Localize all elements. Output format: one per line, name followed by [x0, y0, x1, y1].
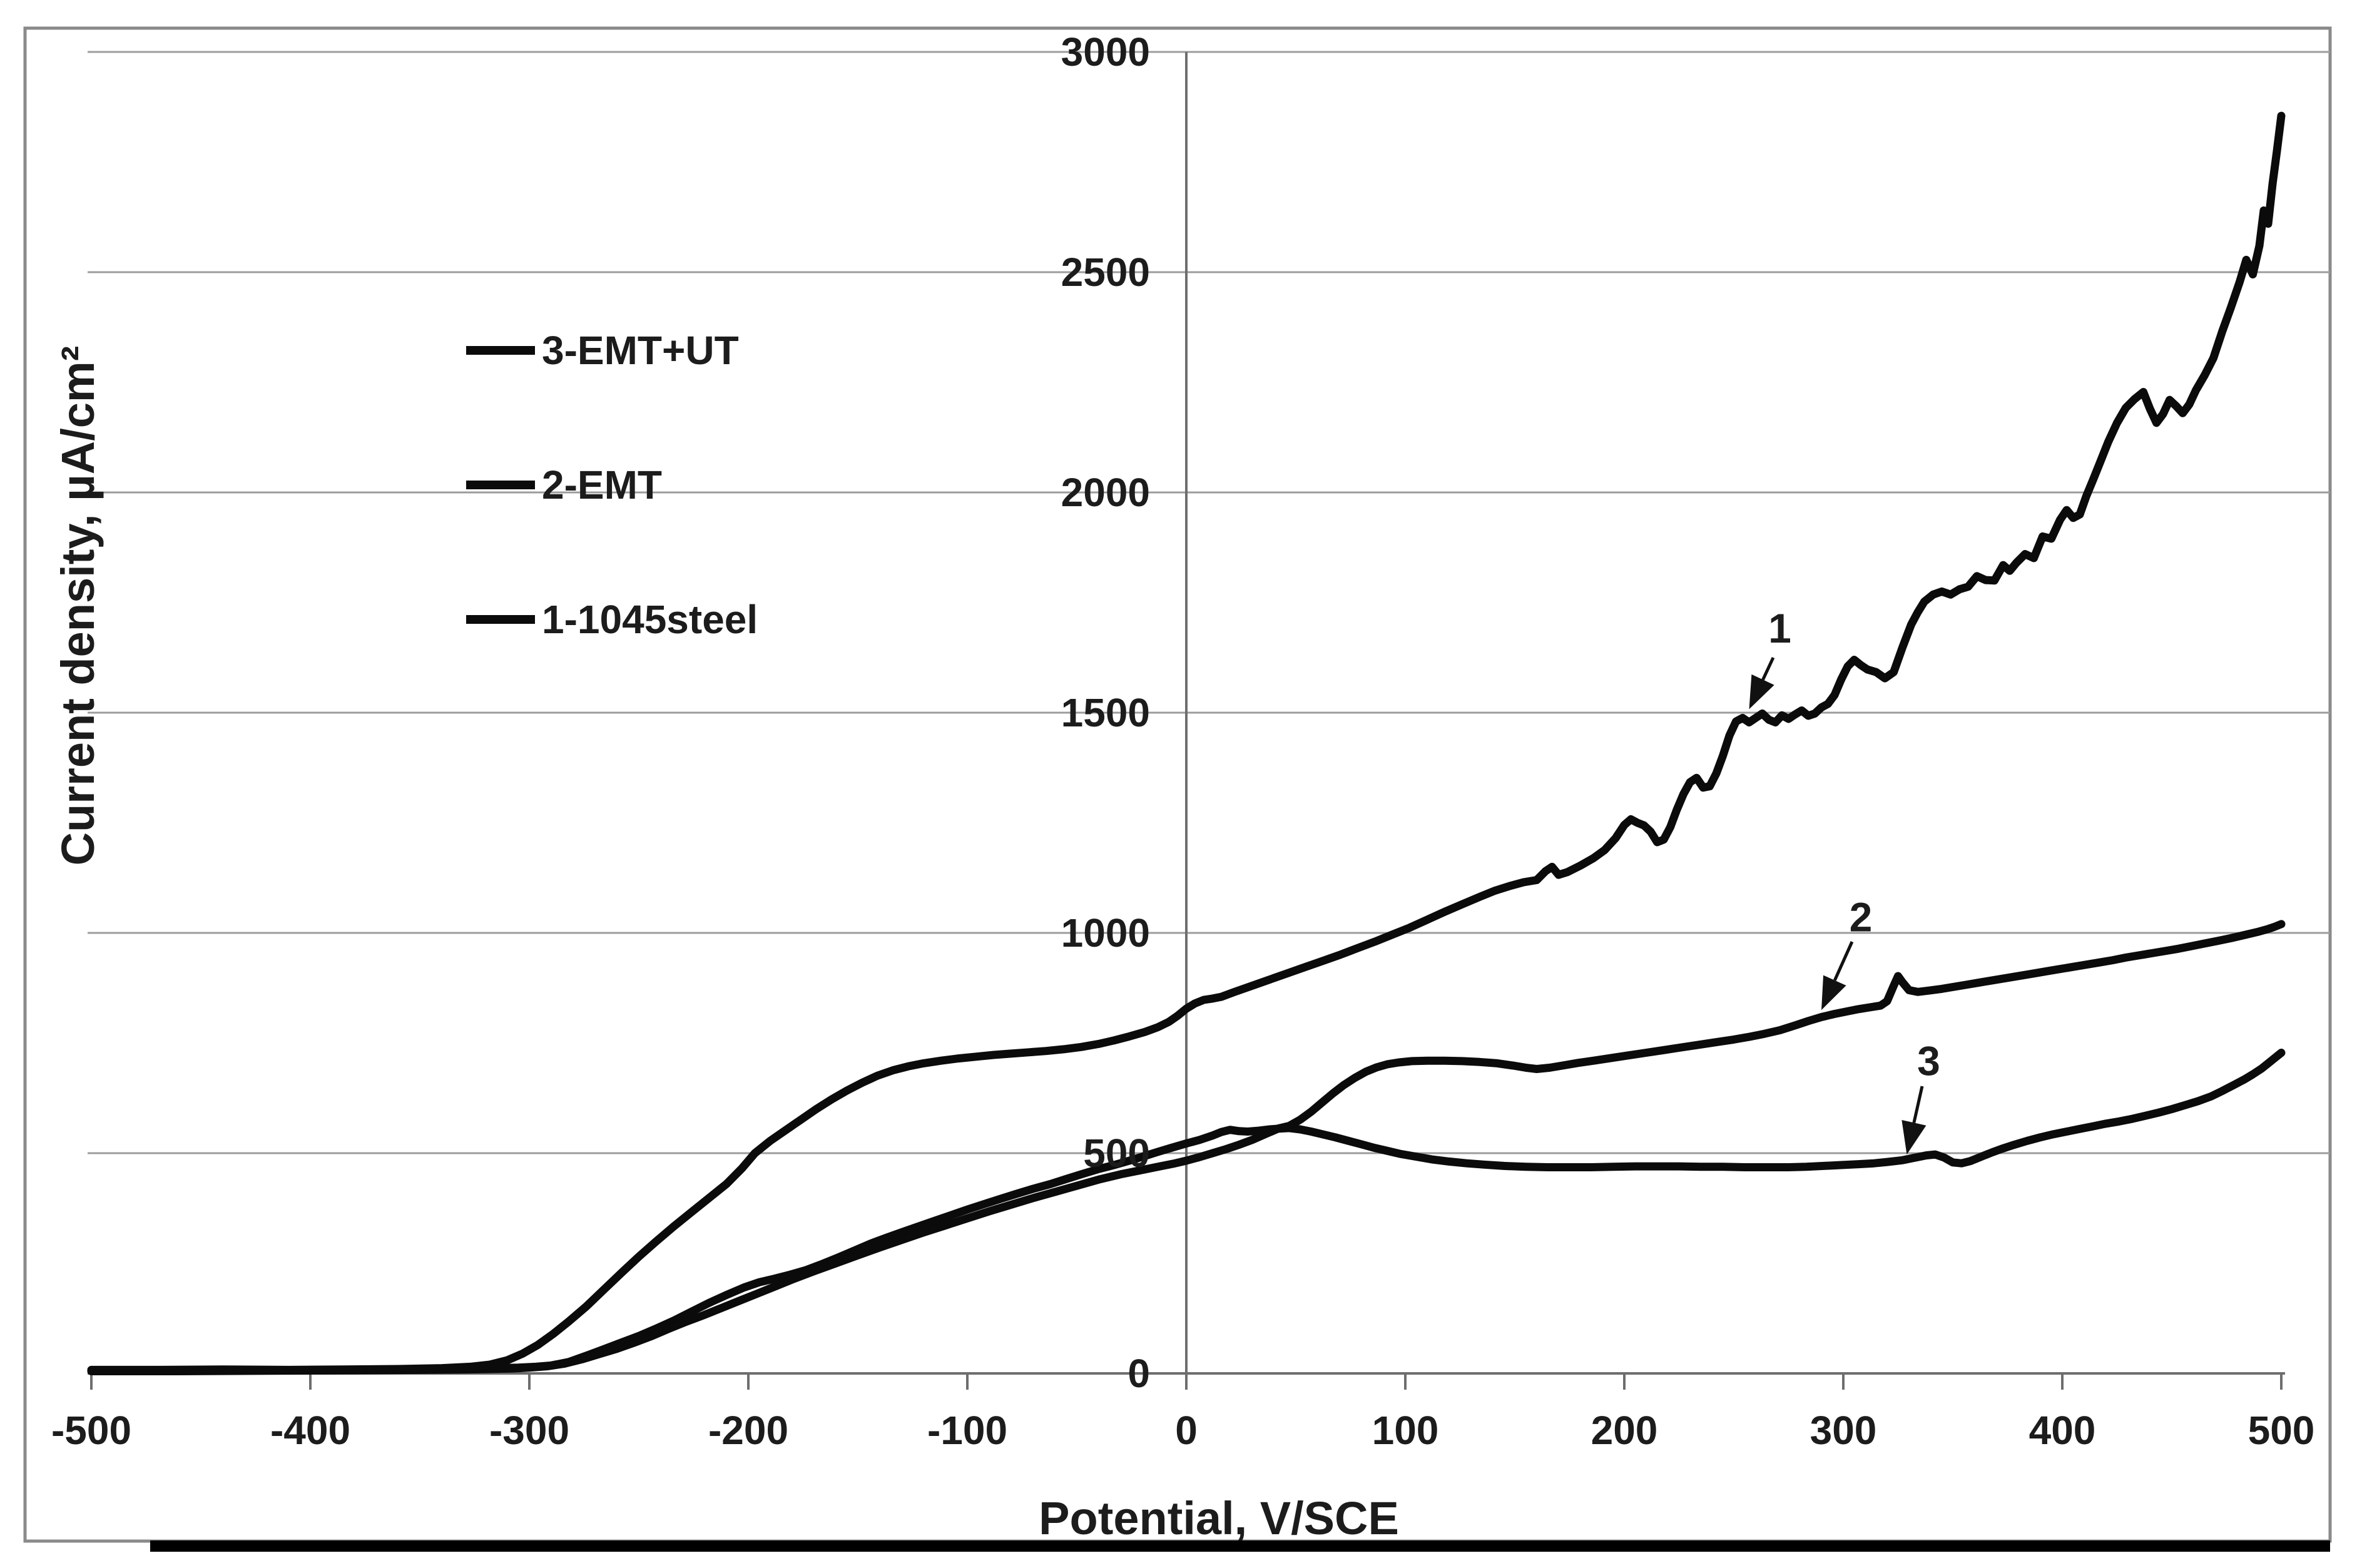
annotation-arrow-line: [1912, 1086, 1924, 1123]
legend-item-2-EMT: 2-EMT: [466, 462, 662, 507]
x-tick-label-500: 500: [2248, 1408, 2315, 1453]
y-tick-label-3000: 3000: [1061, 29, 1150, 74]
annotation-arrow-line: [1761, 656, 1775, 681]
annotation-2: 2: [1821, 893, 1873, 1011]
legend: 3-EMT+UT 2-EMT 1-1045steel: [466, 328, 758, 642]
curve-3-EMT+UT: [87, 1049, 2286, 1375]
annotation-label: 1: [1768, 605, 1791, 651]
legend-label: 3-EMT+UT: [542, 328, 739, 373]
annotation-arrowhead: [1749, 674, 1774, 710]
y-tick-label-500: 500: [1083, 1131, 1150, 1176]
y-axis-title: Current density, µA/cm²: [52, 346, 104, 866]
x-tick-label--500: -500: [51, 1408, 131, 1453]
y-tick-label-1500: 1500: [1061, 690, 1150, 735]
curve-1-1045steel: [87, 111, 2286, 1374]
x-tick-label-300: 300: [1810, 1408, 1877, 1453]
legend-item-1-1045steel: 1-1045steel: [466, 597, 758, 642]
x-tick-label-100: 100: [1372, 1408, 1439, 1453]
data-curves: [87, 111, 2286, 1375]
x-tick-label-0: 0: [1175, 1408, 1198, 1453]
gridlines: [88, 51, 2330, 1154]
annotation-label: 3: [1917, 1038, 1940, 1084]
annotation-arrow-line: [1833, 941, 1854, 981]
y-tick-label-1000: 1000: [1061, 910, 1150, 955]
x-axis-title: Potential, V/SCE: [1039, 1492, 1399, 1544]
bottom-black-bar: [150, 1540, 2330, 1552]
x-tick-label--300: -300: [489, 1408, 569, 1453]
legend-item-3-EMT+UT: 3-EMT+UT: [466, 328, 739, 373]
x-tick-label-200: 200: [1591, 1408, 1658, 1453]
y-tick-label-2000: 2000: [1061, 470, 1150, 515]
y-tick-label-0: 0: [1128, 1351, 1150, 1396]
x-tick-label--100: -100: [927, 1408, 1007, 1453]
x-tick-label--200: -200: [708, 1408, 788, 1453]
annotation-arrowhead: [1901, 1119, 1927, 1155]
y-tick-label-2500: 2500: [1061, 250, 1150, 295]
legend-label: 2-EMT: [542, 462, 662, 507]
annotation-3: 3: [1901, 1038, 1940, 1155]
x-tick-label-400: 400: [2029, 1408, 2096, 1453]
legend-label: 1-1045steel: [542, 597, 758, 642]
x-tick-label--400: -400: [270, 1408, 350, 1453]
annotation-arrowhead: [1821, 975, 1846, 1011]
annotation-1: 1: [1749, 605, 1791, 710]
annotation-label: 2: [1850, 893, 1873, 940]
curve-2-EMT: [87, 920, 2286, 1375]
tick-labels: -500 -400 -300 -200 -100 0 100 200 300 400 500 0 500…: [51, 29, 2314, 1453]
curve-annotations: 1 2 3: [1749, 605, 1940, 1155]
